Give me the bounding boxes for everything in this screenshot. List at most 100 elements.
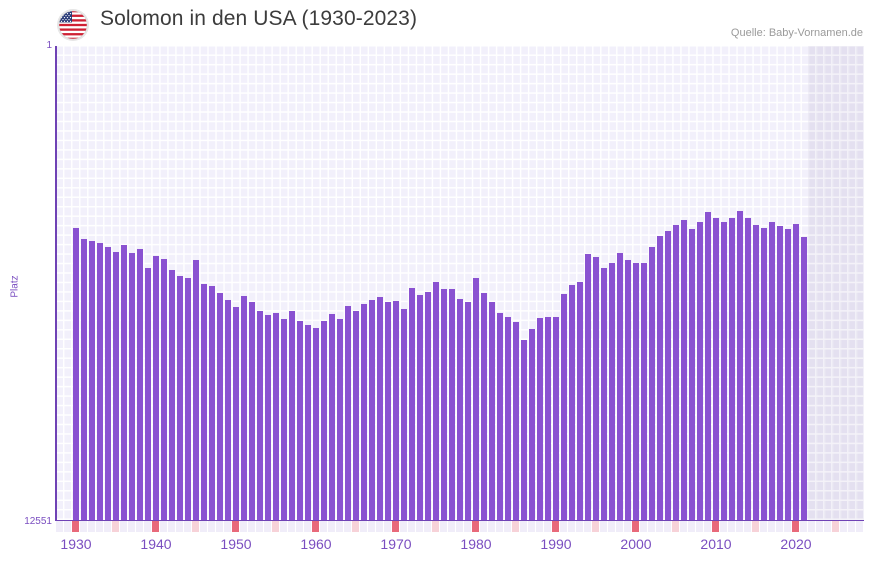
bar[interactable] xyxy=(432,282,440,520)
bar[interactable] xyxy=(424,292,432,520)
bar[interactable] xyxy=(792,224,800,520)
bar[interactable] xyxy=(128,253,136,520)
bar[interactable] xyxy=(168,270,176,520)
bar[interactable] xyxy=(176,276,184,520)
bar[interactable] xyxy=(520,340,528,520)
bar[interactable] xyxy=(616,253,624,520)
bar[interactable] xyxy=(184,278,192,520)
bar[interactable] xyxy=(88,241,96,520)
bar[interactable] xyxy=(768,222,776,520)
bar[interactable] xyxy=(376,297,384,520)
tick-year xyxy=(184,521,191,532)
bar[interactable] xyxy=(656,236,664,520)
bar[interactable] xyxy=(584,254,592,520)
tick-decade xyxy=(312,521,319,532)
bar[interactable] xyxy=(352,311,360,520)
bar[interactable] xyxy=(512,322,520,520)
bar[interactable] xyxy=(464,302,472,520)
bar[interactable] xyxy=(728,218,736,520)
bar[interactable] xyxy=(96,243,104,520)
tick-year xyxy=(56,521,63,532)
bar[interactable] xyxy=(232,307,240,520)
bar[interactable] xyxy=(784,229,792,520)
bar[interactable] xyxy=(664,231,672,520)
bar[interactable] xyxy=(392,301,400,520)
bar[interactable] xyxy=(568,285,576,520)
tick-year xyxy=(224,521,231,532)
bar[interactable] xyxy=(712,218,720,520)
bar[interactable] xyxy=(280,319,288,520)
bar[interactable] xyxy=(360,304,368,520)
tick-year xyxy=(560,521,567,532)
bar[interactable] xyxy=(200,284,208,520)
bar[interactable] xyxy=(72,228,80,520)
bar[interactable] xyxy=(136,249,144,520)
tick-year xyxy=(616,521,623,532)
bar[interactable] xyxy=(320,321,328,520)
bar[interactable] xyxy=(248,302,256,520)
bar[interactable] xyxy=(400,309,408,520)
bar[interactable] xyxy=(736,211,744,520)
bar[interactable] xyxy=(680,220,688,520)
bar[interactable] xyxy=(528,329,536,520)
bar[interactable] xyxy=(472,278,480,520)
bar[interactable] xyxy=(488,302,496,520)
bar[interactable] xyxy=(752,225,760,520)
bar[interactable] xyxy=(224,300,232,520)
bar[interactable] xyxy=(696,222,704,520)
bar[interactable] xyxy=(336,319,344,520)
bar[interactable] xyxy=(456,299,464,520)
bar[interactable] xyxy=(368,300,376,520)
bar[interactable] xyxy=(744,218,752,520)
bar[interactable] xyxy=(552,317,560,520)
bar[interactable] xyxy=(800,237,808,520)
bar[interactable] xyxy=(240,296,248,520)
bar[interactable] xyxy=(648,247,656,520)
bar[interactable] xyxy=(216,293,224,520)
bar[interactable] xyxy=(312,328,320,520)
bar[interactable] xyxy=(672,225,680,520)
bar[interactable] xyxy=(760,228,768,520)
bar[interactable] xyxy=(536,318,544,520)
bar[interactable] xyxy=(152,256,160,520)
tick-year xyxy=(208,521,215,532)
bar[interactable] xyxy=(192,260,200,520)
tick-year xyxy=(704,521,711,532)
bar[interactable] xyxy=(592,257,600,520)
bar[interactable] xyxy=(384,302,392,520)
bar[interactable] xyxy=(264,315,272,520)
bar[interactable] xyxy=(600,268,608,520)
bar[interactable] xyxy=(544,317,552,520)
bar[interactable] xyxy=(344,306,352,520)
bar[interactable] xyxy=(104,247,112,520)
bar[interactable] xyxy=(448,289,456,520)
bar[interactable] xyxy=(408,288,416,520)
bar[interactable] xyxy=(80,239,88,520)
bar[interactable] xyxy=(112,252,120,520)
bar[interactable] xyxy=(576,282,584,520)
bar[interactable] xyxy=(504,317,512,520)
bar[interactable] xyxy=(208,286,216,520)
bar[interactable] xyxy=(632,263,640,520)
bar[interactable] xyxy=(304,325,312,520)
bar[interactable] xyxy=(720,222,728,520)
bar[interactable] xyxy=(328,314,336,520)
bar[interactable] xyxy=(288,311,296,520)
bar[interactable] xyxy=(144,268,152,520)
bar[interactable] xyxy=(296,321,304,520)
bar[interactable] xyxy=(440,289,448,520)
bar[interactable] xyxy=(624,260,632,520)
bar[interactable] xyxy=(688,229,696,520)
bar[interactable] xyxy=(704,212,712,520)
bar[interactable] xyxy=(160,259,168,520)
bar[interactable] xyxy=(416,295,424,520)
bar[interactable] xyxy=(256,311,264,520)
bar[interactable] xyxy=(120,245,128,520)
bar[interactable] xyxy=(560,294,568,520)
bar[interactable] xyxy=(640,263,648,520)
bar[interactable] xyxy=(496,313,504,520)
bar[interactable] xyxy=(480,293,488,520)
bar[interactable] xyxy=(776,226,784,520)
bar[interactable] xyxy=(608,263,616,520)
bar[interactable] xyxy=(272,313,280,520)
